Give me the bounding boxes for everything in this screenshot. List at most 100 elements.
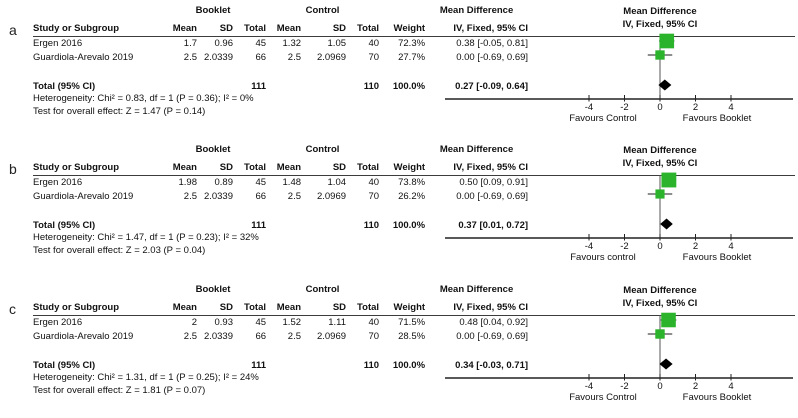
plot-header-line1: Mean Difference (623, 285, 697, 296)
study-table: Booklet Control Mean Difference Study or… (33, 3, 528, 93)
mean-booklet-cell: 2.5 (183, 190, 197, 202)
th-ci: IV, Fixed, 95% CI (453, 23, 529, 34)
favours-left-label: Favours Control (569, 113, 637, 124)
total-row: Total (95% CI) 111 110 100.0% 0.37 [0.01… (33, 219, 528, 232)
group-header-md: Mean Difference (439, 5, 514, 16)
overall-effect-text: Test for overall effect: Z = 1.81 (P = 0… (33, 385, 206, 396)
spacer-cell (33, 142, 160, 155)
mean-control-cell: 2.5 (287, 51, 302, 63)
th-sd-booklet: SD (219, 23, 233, 34)
th-total-control: Total (357, 23, 380, 34)
total-control-cell: 40 (368, 37, 380, 49)
ci-text-cell: 0.00 [-0.69, 0.69] (456, 190, 529, 202)
sd-booklet-cell: 2.0339 (203, 51, 233, 63)
total-booklet-cell: 45 (255, 176, 267, 188)
study-table: Booklet Control Mean Difference Study or… (33, 142, 528, 232)
plot-column-header: Mean Difference IV, Fixed, 95% CI (545, 5, 775, 31)
study-row: Ergen 2016 1.98 0.89 45 1.48 1.04 40 73.… (33, 175, 528, 189)
th-mean-control: Mean (276, 23, 302, 34)
tick-label: 2 (693, 241, 698, 252)
total-weight: 100.0% (392, 360, 426, 371)
th-sd-control: SD (332, 302, 347, 313)
tick-label: 4 (728, 102, 733, 113)
favours-left-label: Favours Control (569, 392, 637, 403)
spacer-cell (266, 359, 301, 372)
th-total-booklet: Total (244, 23, 267, 34)
spacer-cell (160, 80, 197, 93)
total-control-sum: 110 (363, 220, 380, 231)
sd-control-cell: 1.04 (327, 176, 347, 188)
tick-label: 4 (728, 381, 733, 392)
group-header-row: Booklet Control Mean Difference (33, 282, 528, 295)
heterogeneity-text: Heterogeneity: Chi² = 1.31, df = 1 (P = … (33, 372, 259, 383)
spacer-cell (33, 3, 160, 16)
spacer-cell (301, 80, 346, 93)
forest-plot: -4 -2 0 2 4 Favours Control Favours Booklet (445, 33, 793, 124)
study-row: Ergen 2016 2 0.93 45 1.52 1.11 40 71.5% … (33, 315, 528, 329)
study-name: Guardiola-Arevalo 2019 (33, 330, 134, 342)
panel-label: b (9, 161, 17, 177)
group-header-control: Control (305, 144, 340, 155)
study-square (655, 329, 665, 339)
total-booklet-cell: 66 (255, 51, 267, 63)
forest-panel-c: c Booklet Control Mean Difference Study … (0, 280, 798, 418)
tick-label: -4 (585, 241, 593, 252)
forest-plot: -4 -2 0 2 4 Favours control Favours Booklet (445, 172, 793, 263)
sd-booklet-cell: 0.93 (214, 316, 234, 328)
spacer-cell (266, 80, 301, 93)
total-row: Total (95% CI) 111 110 100.0% 0.27 [-0.0… (33, 80, 528, 93)
total-booklet-cell: 45 (255, 316, 267, 328)
spacer-cell (379, 142, 425, 155)
study-square (661, 172, 677, 188)
sd-control-cell: 1.11 (328, 316, 347, 328)
tick-label: 0 (657, 381, 662, 392)
study-name: Ergen 2016 (33, 37, 83, 49)
total-booklet-sum: 111 (251, 220, 267, 231)
study-square (655, 50, 665, 60)
study-table: Booklet Control Mean Difference Study or… (33, 282, 528, 372)
study-name: Guardiola-Arevalo 2019 (33, 190, 134, 202)
tick-label: -2 (620, 381, 628, 392)
total-control-cell: 70 (368, 190, 380, 202)
forest-panel-b: b Booklet Control Mean Difference Study … (0, 140, 798, 278)
total-booklet-sum: 111 (251, 360, 267, 371)
spacer-cell (301, 359, 346, 372)
column-header-row: Study or Subgroup Mean SD Total Mean SD … (33, 295, 528, 315)
mean-booklet-cell: 2.5 (183, 330, 197, 342)
weight-cell: 27.7% (398, 51, 426, 63)
mean-booklet-cell: 1.7 (183, 37, 197, 49)
mean-control-cell: 1.48 (282, 176, 302, 188)
spacer-cell (266, 219, 301, 232)
total-control-cell: 70 (368, 330, 380, 342)
sd-booklet-cell: 0.89 (214, 176, 234, 188)
sd-booklet-cell: 2.0339 (203, 330, 233, 342)
mean-control-cell: 2.5 (287, 190, 302, 202)
total-booklet-cell: 66 (255, 190, 267, 202)
tick-label: -4 (585, 381, 593, 392)
spacer-cell (197, 219, 233, 232)
group-header-control: Control (305, 5, 340, 16)
panel-label: a (9, 22, 17, 38)
mean-booklet-cell: 2 (191, 316, 197, 328)
tick-label: -2 (620, 241, 628, 252)
tick-label: 4 (728, 241, 733, 252)
heterogeneity-text: Heterogeneity: Chi² = 1.47, df = 1 (P = … (33, 232, 259, 243)
study-row: Guardiola-Arevalo 2019 2.5 2.0339 66 2.5… (33, 189, 528, 203)
study-square (655, 189, 665, 199)
total-control-sum: 110 (363, 81, 380, 92)
plot-column-header: Mean Difference IV, Fixed, 95% CI (545, 144, 775, 170)
spacer-cell (379, 3, 425, 16)
th-total-booklet: Total (244, 302, 267, 313)
weight-cell: 28.5% (398, 330, 426, 342)
pooled-diamond (658, 79, 672, 91)
total-booklet-sum: 111 (251, 81, 267, 92)
tick-label: -2 (620, 102, 628, 113)
group-header-md: Mean Difference (439, 284, 514, 295)
group-header-booklet: Booklet (195, 5, 231, 16)
plot-header-line2: IV, Fixed, 95% CI (622, 298, 698, 309)
total-ci-text: 0.34 [-0.03, 0.71] (455, 360, 529, 371)
weight-cell: 71.5% (398, 316, 426, 328)
total-row: Total (95% CI) 111 110 100.0% 0.34 [-0.0… (33, 359, 528, 372)
total-ci-text: 0.37 [0.01, 0.72] (458, 220, 529, 231)
